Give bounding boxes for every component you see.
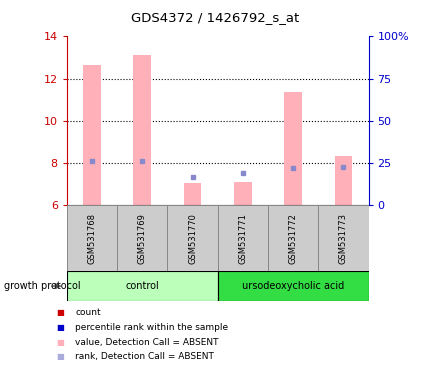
Bar: [233, 182, 251, 205]
Text: GSM531772: GSM531772: [288, 213, 297, 263]
Text: value, Detection Call = ABSENT: value, Detection Call = ABSENT: [75, 338, 218, 347]
Bar: [183, 183, 201, 205]
Bar: [117, 205, 167, 271]
Text: ■: ■: [56, 338, 64, 347]
Bar: [317, 205, 368, 271]
Text: ■: ■: [56, 323, 64, 332]
Bar: [334, 156, 351, 205]
Text: GSM531768: GSM531768: [87, 213, 96, 263]
Text: ■: ■: [56, 308, 64, 318]
Text: GSM531769: GSM531769: [138, 213, 146, 263]
Text: count: count: [75, 308, 101, 318]
Bar: [217, 271, 368, 301]
Bar: [133, 56, 150, 205]
Text: GSM531773: GSM531773: [338, 213, 347, 263]
Text: rank, Detection Call = ABSENT: rank, Detection Call = ABSENT: [75, 352, 214, 361]
Bar: [217, 205, 267, 271]
Bar: [167, 205, 217, 271]
Text: growth protocol: growth protocol: [4, 281, 81, 291]
Text: ursodeoxycholic acid: ursodeoxycholic acid: [241, 281, 344, 291]
Text: control: control: [125, 281, 159, 291]
Text: GSM531770: GSM531770: [187, 213, 197, 263]
Text: GDS4372 / 1426792_s_at: GDS4372 / 1426792_s_at: [131, 11, 299, 24]
Bar: [267, 205, 317, 271]
Bar: [284, 93, 301, 205]
Bar: [67, 205, 117, 271]
Bar: [83, 65, 101, 205]
Text: percentile rank within the sample: percentile rank within the sample: [75, 323, 228, 332]
Bar: [67, 271, 217, 301]
Text: ■: ■: [56, 352, 64, 361]
Text: GSM531771: GSM531771: [238, 213, 247, 263]
